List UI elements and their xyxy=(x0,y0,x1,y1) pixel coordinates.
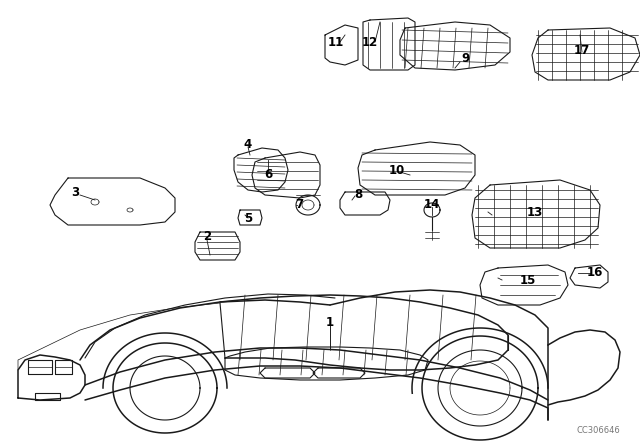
Text: 16: 16 xyxy=(587,267,603,280)
Text: 13: 13 xyxy=(527,206,543,219)
Text: 11: 11 xyxy=(328,36,344,49)
Text: 7: 7 xyxy=(295,198,303,211)
Text: CC306646: CC306646 xyxy=(576,426,620,435)
Text: 12: 12 xyxy=(362,36,378,49)
Text: 2: 2 xyxy=(203,231,211,244)
Text: 6: 6 xyxy=(264,168,272,181)
Text: 10: 10 xyxy=(389,164,405,177)
Text: 3: 3 xyxy=(71,186,79,199)
Text: 15: 15 xyxy=(520,273,536,287)
Text: 4: 4 xyxy=(244,138,252,151)
Text: 9: 9 xyxy=(462,52,470,65)
Text: 17: 17 xyxy=(574,43,590,56)
Text: 14: 14 xyxy=(424,198,440,211)
Text: 1: 1 xyxy=(326,315,334,328)
Text: 5: 5 xyxy=(244,211,252,224)
Text: 8: 8 xyxy=(354,188,362,201)
